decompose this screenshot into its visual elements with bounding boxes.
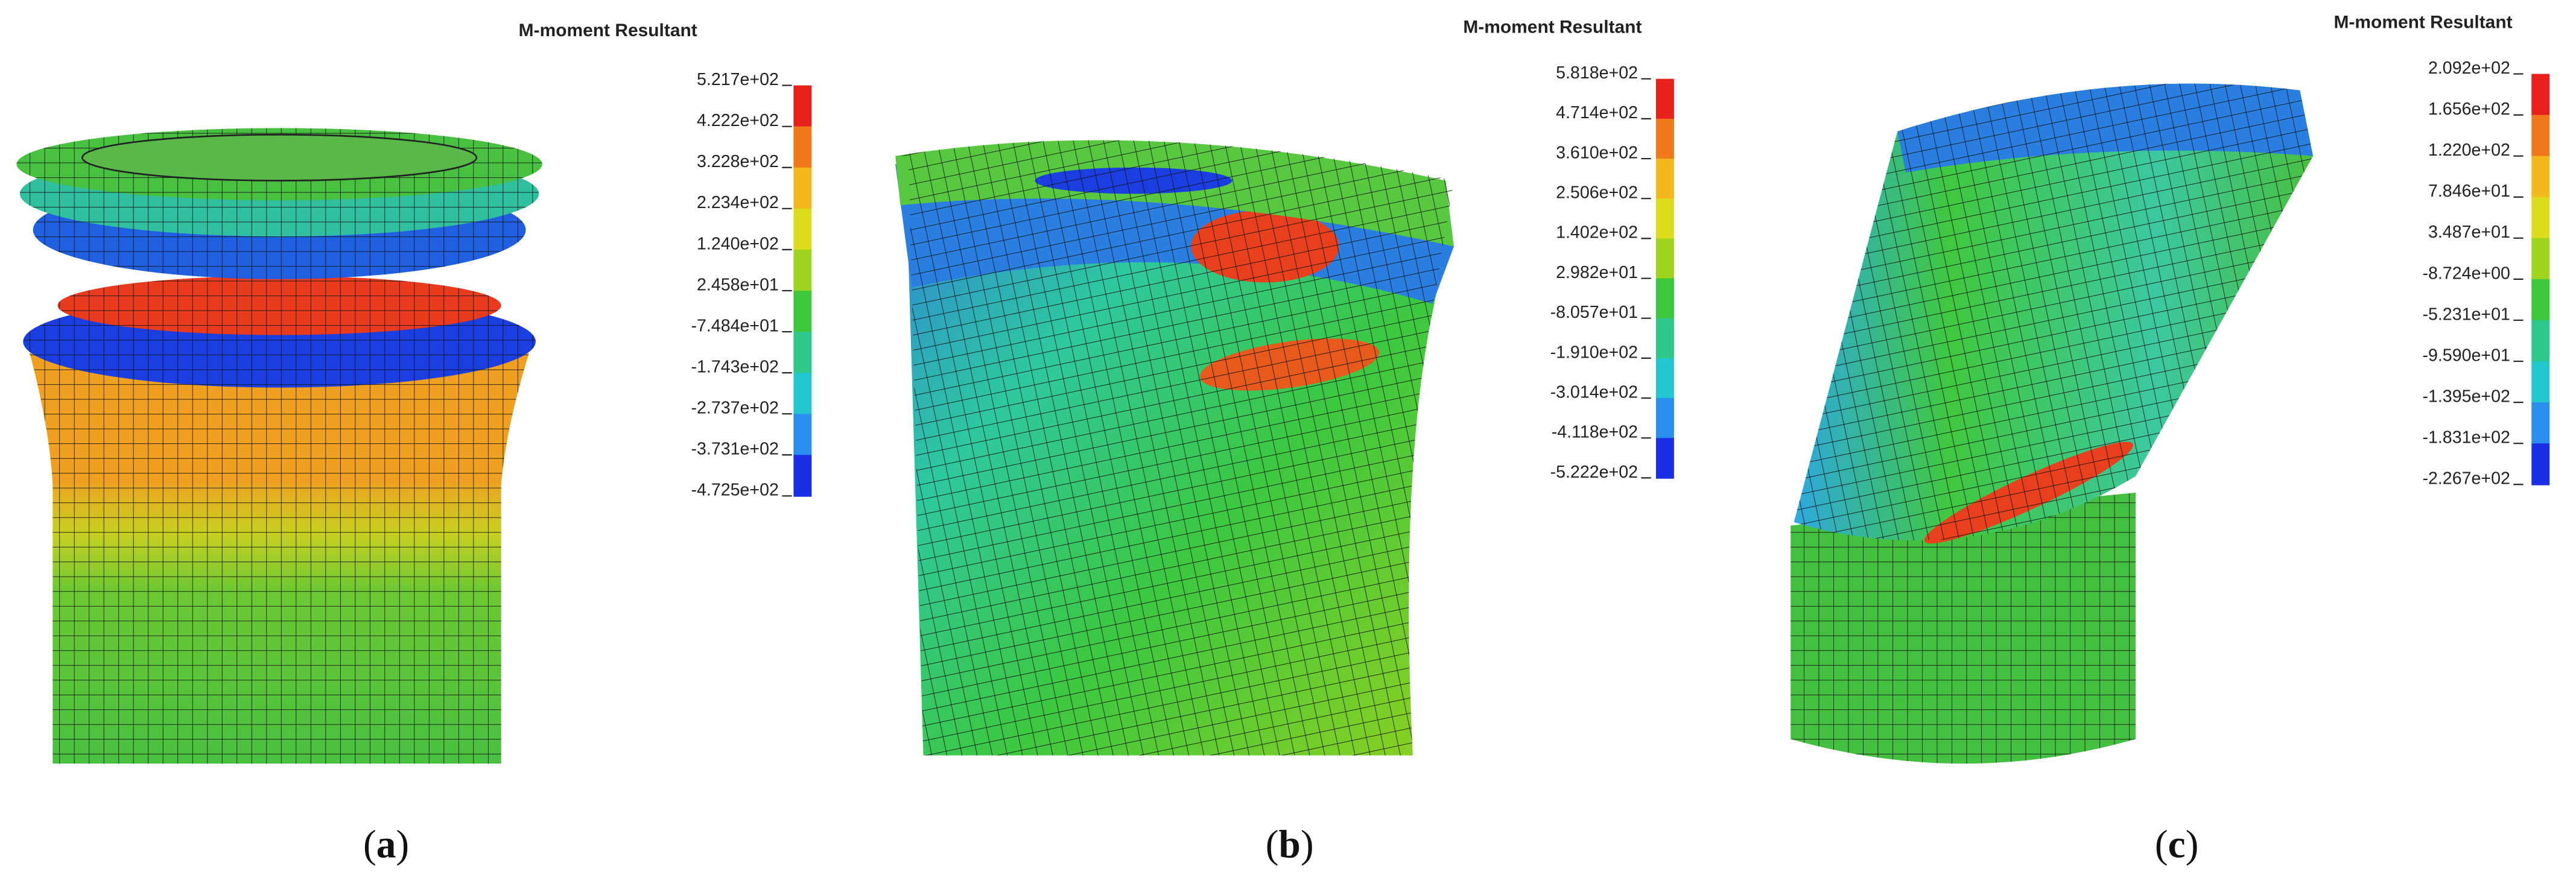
colorbar-segment: [1655, 198, 1674, 239]
colorbar-segment: [793, 126, 812, 169]
colorbar-segment: [793, 290, 812, 333]
legend-label: 4.222e+02: [697, 111, 779, 130]
legend-title: M-moment Resultant: [519, 21, 697, 40]
legend-label: 2.506e+02: [1556, 183, 1638, 203]
legend-label: 7.846e+01: [2428, 182, 2510, 201]
legend-label: 1.240e+02: [697, 234, 779, 253]
legend-title: M-moment Resultant: [1463, 17, 1642, 37]
colorbar-segment: [793, 167, 812, 210]
legend-label: -2.267e+02: [2422, 469, 2510, 489]
panel: M-moment Resultant 2.092e+02 1.656e+02 1.22…: [2155, 12, 2550, 866]
caption: (a): [363, 823, 409, 866]
colorbar-segment: [1655, 278, 1674, 320]
legend-label: -1.395e+02: [2422, 387, 2510, 406]
colorbar-segment: [793, 373, 812, 415]
caption-part: c: [2168, 823, 2186, 866]
legend-title: M-moment Resultant: [2334, 12, 2513, 32]
colorbar-segment: [1655, 78, 1674, 120]
model-a: [16, 128, 542, 764]
legend-label: -2.737e+02: [691, 399, 778, 418]
legend-label: 3.228e+02: [697, 152, 779, 171]
legend-label: 2.458e+01: [697, 275, 779, 294]
legend-label: 1.656e+02: [2428, 100, 2510, 119]
colorbar-segment: [2531, 402, 2550, 444]
colorbar-segment: [1655, 398, 1674, 439]
colorbar-segment: [2531, 443, 2550, 485]
legend-label: 4.714e+02: [1556, 103, 1638, 122]
colorbar-segment: [793, 208, 812, 251]
colorbar-segment: [2531, 156, 2550, 198]
colorbar-segment: [1655, 159, 1674, 200]
colorbar-segment: [1655, 358, 1674, 399]
colorbar-segment: [1655, 438, 1674, 479]
legend-label: -8.057e+01: [1550, 303, 1638, 322]
colorbar-segment: [1655, 238, 1674, 279]
legend-label: 2.234e+02: [697, 193, 779, 212]
caption-part: (: [363, 823, 376, 866]
caption-part: a: [376, 823, 396, 866]
legend-label: -3.014e+02: [1550, 382, 1638, 402]
colorbar-segment: [793, 414, 812, 456]
legend-label: -1.910e+02: [1550, 343, 1638, 362]
legend-label: 3.487e+01: [2428, 223, 2510, 242]
legend-label: 1.402e+02: [1556, 223, 1638, 242]
legend-label: -5.222e+02: [1550, 463, 1638, 482]
model-c: [1791, 83, 2314, 764]
legend-label: -1.743e+02: [691, 357, 778, 376]
colorbar-segment: [793, 249, 812, 292]
colorbar-segment: [2531, 320, 2550, 362]
colorbar-segment: [1655, 318, 1674, 359]
colorbar-segment: [2531, 115, 2550, 157]
legend-label: 1.220e+02: [2428, 141, 2510, 160]
panel: M-moment Resultant 5.818e+02 4.714e+02 3.61…: [1266, 17, 1674, 866]
colorbar-segment: [793, 85, 812, 128]
colorbar-segment: [793, 332, 812, 374]
caption-part: b: [1279, 823, 1301, 866]
caption-part: ): [2186, 823, 2199, 866]
legend-label: 2.982e+01: [1556, 263, 1638, 282]
legend-label: -7.484e+01: [691, 316, 778, 335]
legend-label: -4.118e+02: [1552, 423, 1638, 442]
legend-label: -5.231e+01: [2422, 305, 2510, 324]
legend-label: -3.731e+02: [691, 440, 778, 459]
caption: (c): [2155, 823, 2199, 866]
caption-part: (: [1266, 823, 1279, 866]
caption: (b): [1266, 823, 1314, 866]
legend-label: 5.217e+02: [697, 70, 779, 89]
legend-label: 2.092e+02: [2428, 59, 2510, 78]
colorbar-segment: [1655, 118, 1674, 160]
colorbar-segment: [2531, 279, 2550, 321]
legend-label: -8.724e+00: [2422, 264, 2510, 283]
legend-label: -4.725e+02: [691, 481, 778, 500]
panel: M-moment Resultant 5.217e+02 4.222e+02 3.22…: [363, 21, 812, 866]
colorbar-segment: [2531, 74, 2550, 116]
colorbar-segment: [2531, 361, 2550, 403]
legend-label: -9.590e+01: [2422, 346, 2510, 365]
legend-label: 5.818e+02: [1556, 63, 1638, 83]
legend-label: -1.831e+02: [2422, 428, 2510, 448]
colorbar-segment: [2531, 197, 2550, 239]
caption-part: ): [396, 823, 409, 866]
colorbar-segment: [2531, 238, 2550, 280]
legend-label: 3.610e+02: [1556, 143, 1638, 162]
model-b: [895, 140, 1455, 756]
caption-part: ): [1301, 823, 1314, 866]
caption-part: (: [2155, 823, 2168, 866]
colorbar-segment: [793, 455, 812, 497]
